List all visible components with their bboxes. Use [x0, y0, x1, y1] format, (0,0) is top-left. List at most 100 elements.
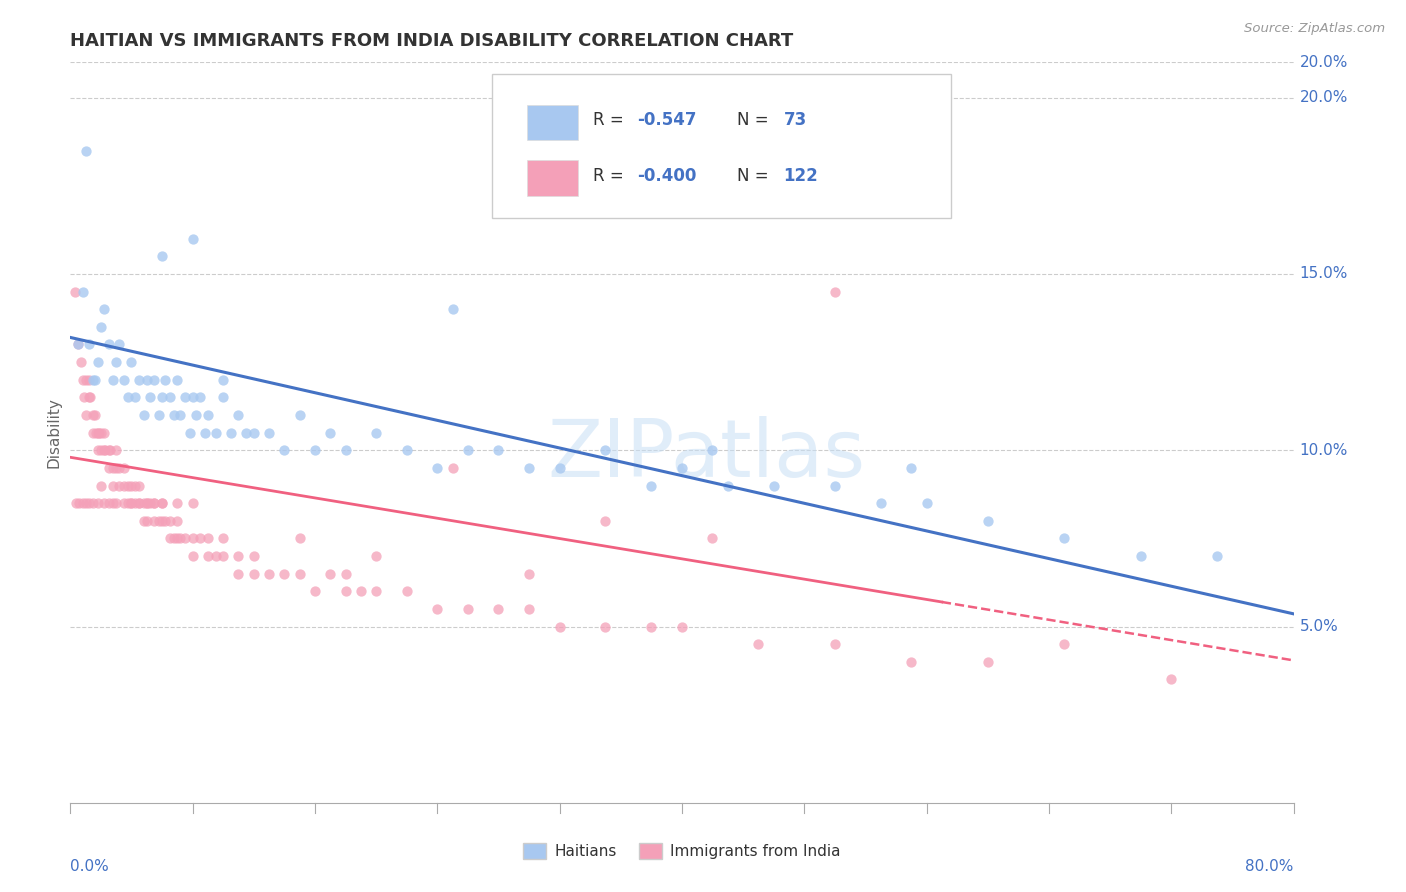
Point — [89, 425, 111, 440]
Point — [212, 390, 235, 404]
Point — [117, 496, 139, 510]
Point — [75, 144, 97, 158]
Point — [595, 514, 617, 528]
FancyBboxPatch shape — [527, 161, 578, 195]
Point — [97, 443, 120, 458]
Point — [197, 532, 219, 546]
Point — [169, 408, 191, 422]
Point — [174, 532, 197, 546]
Point — [243, 566, 266, 581]
Text: 20.0%: 20.0% — [1299, 55, 1348, 70]
Point — [204, 549, 226, 563]
FancyBboxPatch shape — [492, 73, 950, 218]
Point — [395, 584, 418, 599]
Point — [426, 602, 449, 616]
Point — [181, 496, 204, 510]
Point — [124, 496, 146, 510]
Point — [457, 443, 479, 458]
Point — [197, 549, 219, 563]
Point — [1129, 549, 1152, 563]
Legend: Haitians, Immigrants from India: Haitians, Immigrants from India — [517, 838, 846, 865]
Point — [77, 373, 100, 387]
Point — [163, 408, 186, 422]
Point — [101, 373, 124, 387]
Point — [257, 566, 280, 581]
Point — [163, 532, 186, 546]
Point — [441, 461, 464, 475]
Point — [181, 549, 204, 563]
Point — [228, 408, 250, 422]
Point — [717, 478, 740, 492]
Point — [70, 355, 93, 369]
Point — [288, 566, 311, 581]
Text: 122: 122 — [783, 167, 818, 185]
Point — [517, 461, 540, 475]
Point — [105, 496, 128, 510]
Point — [702, 443, 724, 458]
Point — [517, 566, 540, 581]
Point — [900, 461, 922, 475]
Point — [112, 496, 135, 510]
Point — [671, 619, 693, 633]
Point — [426, 461, 449, 475]
Point — [121, 496, 143, 510]
Point — [90, 319, 112, 334]
Point — [169, 532, 191, 546]
Text: R =: R = — [592, 112, 628, 129]
Point — [335, 584, 357, 599]
Point — [121, 496, 143, 510]
Point — [640, 619, 662, 633]
Point — [395, 443, 418, 458]
Point — [159, 390, 181, 404]
Point — [1053, 532, 1076, 546]
Point — [66, 337, 89, 351]
Point — [900, 655, 922, 669]
Point — [87, 496, 110, 510]
Point — [153, 514, 176, 528]
Point — [93, 425, 115, 440]
Point — [117, 478, 139, 492]
Point — [159, 532, 181, 546]
Point — [915, 496, 938, 510]
Point — [235, 425, 257, 440]
Point — [181, 532, 204, 546]
Point — [228, 549, 250, 563]
Point — [517, 602, 540, 616]
Point — [335, 443, 357, 458]
Text: -0.400: -0.400 — [637, 167, 696, 185]
Point — [75, 496, 97, 510]
Point — [65, 496, 87, 510]
Point — [869, 496, 891, 510]
Point — [77, 337, 100, 351]
Point — [1206, 549, 1229, 563]
Point — [488, 602, 510, 616]
Point — [319, 425, 342, 440]
Point — [90, 425, 112, 440]
Point — [93, 496, 115, 510]
Point — [143, 496, 166, 510]
Point — [121, 478, 143, 492]
Point — [194, 425, 217, 440]
Text: R =: R = — [592, 167, 628, 185]
Point — [121, 355, 143, 369]
Text: 73: 73 — [783, 112, 807, 129]
Point — [108, 461, 131, 475]
Point — [824, 478, 846, 492]
Point — [335, 566, 357, 581]
Point — [174, 390, 197, 404]
Point — [93, 443, 115, 458]
Point — [135, 496, 157, 510]
Point — [143, 514, 166, 528]
Point — [66, 337, 89, 351]
Point — [79, 390, 101, 404]
Point — [1160, 673, 1182, 687]
Text: 80.0%: 80.0% — [1246, 859, 1294, 874]
Point — [124, 390, 146, 404]
Text: 10.0%: 10.0% — [1299, 442, 1348, 458]
Point — [90, 478, 112, 492]
Point — [288, 408, 311, 422]
Point — [671, 461, 693, 475]
Point — [488, 443, 510, 458]
Point — [212, 549, 235, 563]
Point — [762, 478, 785, 492]
